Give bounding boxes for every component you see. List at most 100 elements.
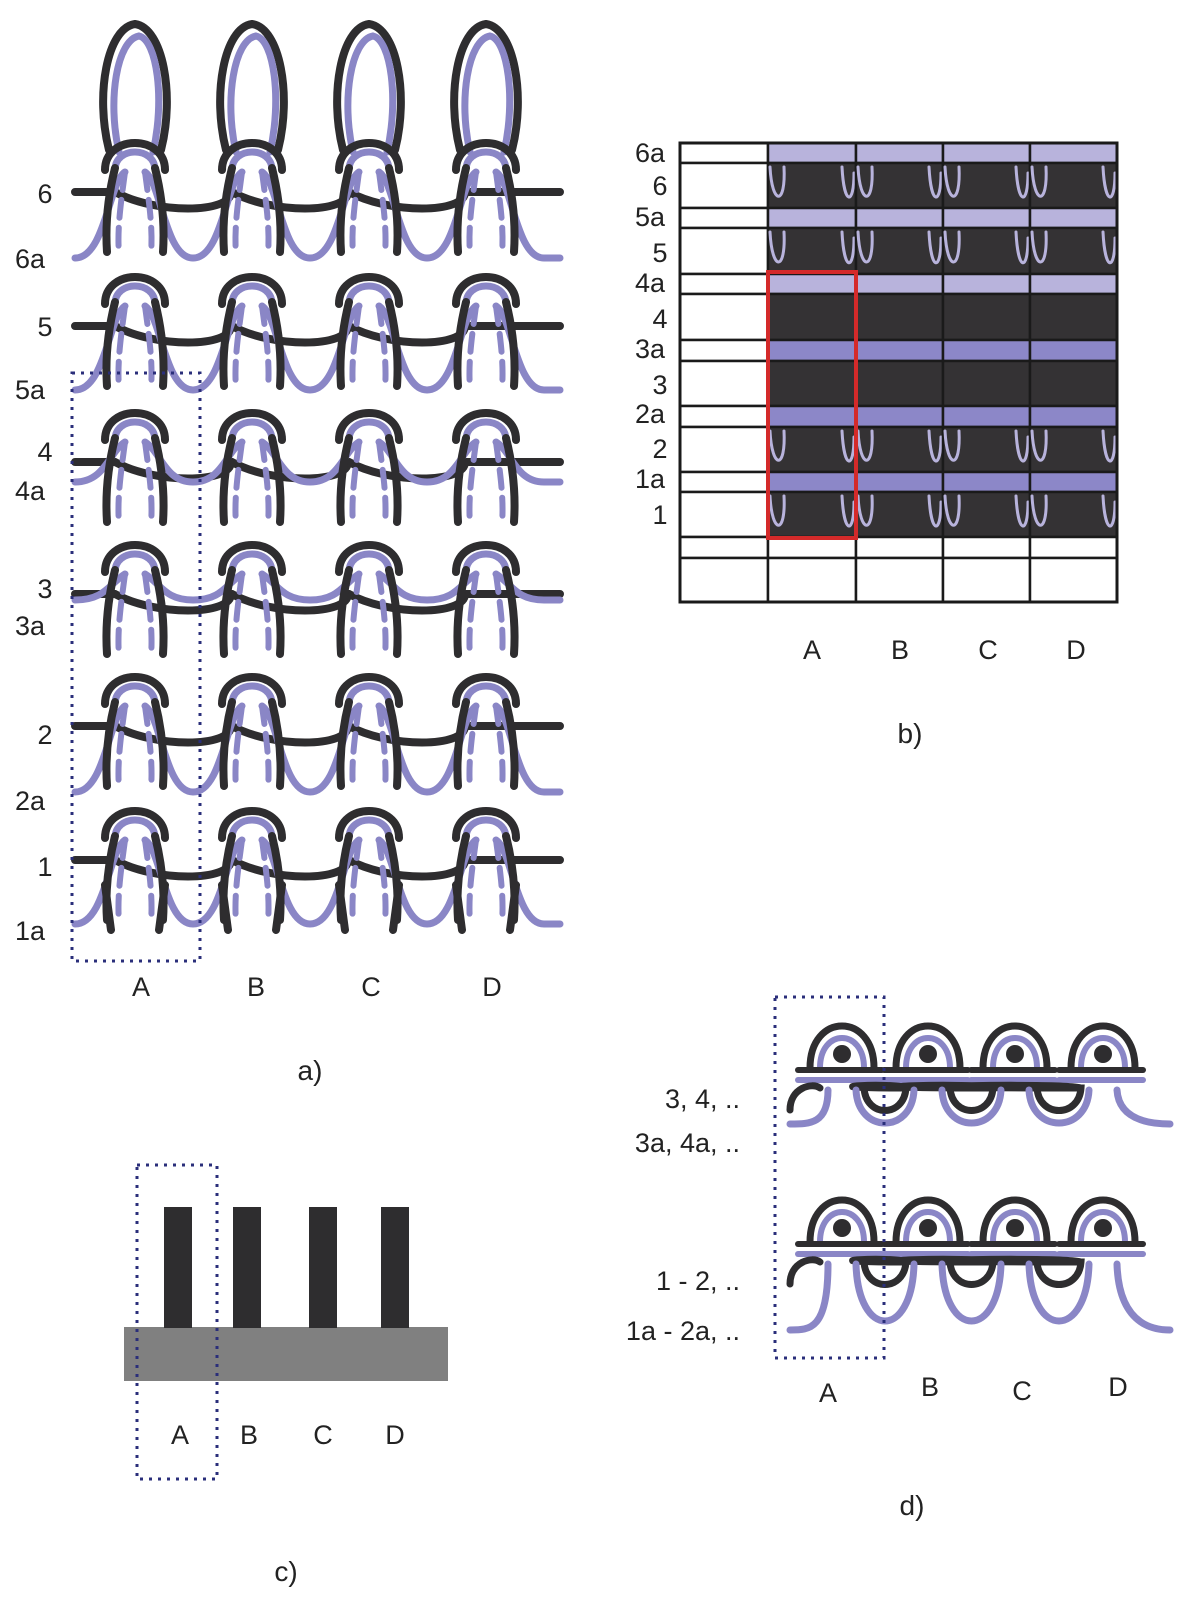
grid-cell (854, 272, 945, 296)
panel-a-row-label: 5 (37, 312, 52, 342)
grid-cell (678, 425, 770, 474)
holding-arc-lilac (1078, 1209, 1128, 1245)
panel-a-row-label: 3 (37, 574, 52, 604)
grid-cell (1028, 535, 1119, 560)
stitch-leg-dark (502, 298, 519, 390)
stitch-leg-lilac (376, 837, 389, 925)
stitch-leg-lilac (142, 439, 155, 527)
stitch-head-lilac (228, 550, 276, 576)
panel-d-row-label: 1a - 2a, .. (626, 1316, 740, 1346)
course-yarn-dark (71, 856, 564, 881)
grid-cell (941, 272, 1032, 296)
stitch-leg-dark (268, 298, 285, 390)
grid-cell (941, 338, 1032, 363)
stitch-leg-dark (502, 164, 519, 256)
holding-arc-lilac (903, 1035, 953, 1071)
stitch-leg-lilac (232, 303, 245, 391)
loop-symbol (1101, 230, 1117, 265)
loop-symbol (840, 165, 856, 199)
stitch-leg-lilac (349, 439, 362, 527)
holding-arc-lilac (990, 1035, 1040, 1071)
stitch-leg-dark (102, 434, 119, 526)
column-a-highlight-box (70, 371, 202, 963)
grid-cell (854, 141, 945, 165)
holding-arc-lilac (903, 1209, 953, 1245)
stitch-head-dark (335, 409, 403, 444)
needle (233, 1207, 261, 1328)
stitch-head-dark (101, 807, 169, 842)
stitch-head-dark (218, 541, 286, 576)
panel-d-column-label: A (819, 1378, 837, 1408)
bottom-leg-dark (506, 881, 520, 934)
panel-d-caption: d) (900, 1490, 925, 1521)
holding-arc-lilac (817, 1209, 867, 1245)
stitch-leg-dark (336, 434, 353, 526)
panel-a-row-label: 2 (37, 720, 52, 750)
stitch-leg-lilac (115, 703, 128, 791)
stitch-leg-dark (268, 434, 285, 526)
stitch-head-dark (452, 273, 520, 308)
stitch-leg-lilac (115, 169, 128, 257)
holding-arc-dark (806, 1022, 878, 1072)
course-yarn-dark (71, 590, 564, 615)
grid-cell (1028, 359, 1119, 408)
grid-cell (941, 292, 1032, 342)
stitch-leg-lilac (232, 837, 245, 925)
stitch-leg-lilac (349, 169, 362, 257)
panel-a-row-label: 6a (15, 244, 46, 274)
stitch-head-lilac (345, 682, 393, 708)
stitch-leg-dark (219, 298, 236, 390)
stitch-leg-dark (268, 566, 285, 658)
grid-cell (854, 338, 945, 363)
loop-symbol (1014, 429, 1030, 463)
stitch-leg-lilac (466, 703, 479, 791)
stitch-leg-lilac (259, 303, 272, 391)
loop-symbol (1101, 429, 1117, 463)
loop-symbol (1014, 230, 1030, 265)
panel-b-column-label: D (1066, 635, 1086, 665)
stitch-leg-dark (453, 164, 470, 256)
stitch-leg-lilac (349, 571, 362, 659)
stitch-leg-dark (336, 164, 353, 256)
grid-cell (678, 556, 770, 604)
stitch-head-lilac (228, 148, 276, 174)
grid-cell (854, 556, 945, 604)
stitch-leg-lilac (142, 169, 155, 257)
loop-symbol (1014, 165, 1030, 199)
panel-a-row-label: 4a (15, 476, 46, 506)
panel-d-row-label: 3a, 4a, .. (635, 1128, 740, 1158)
loop-symbol (943, 230, 961, 264)
grid-cell (766, 359, 858, 408)
grid-cell (1028, 292, 1119, 342)
course-yarn-dark (786, 1255, 1085, 1288)
loop-symbol (768, 429, 786, 462)
loop-symbol (927, 165, 943, 199)
grid-cell (766, 404, 858, 429)
grid-cell (1028, 556, 1119, 604)
course-yarn-dark (71, 322, 564, 347)
stitch-leg-lilac (115, 303, 128, 391)
stitch-leg-lilac (466, 439, 479, 527)
stitch-head-dark (335, 673, 403, 708)
loop-symbol (943, 429, 961, 462)
panel-c-caption: c) (274, 1556, 297, 1587)
loop-symbol (1030, 429, 1048, 462)
stitch-head-dark (452, 409, 520, 444)
stitch-leg-dark (102, 298, 119, 390)
stitch-head-dark (452, 673, 520, 708)
grid-cell (854, 206, 945, 230)
stitch-leg-dark (385, 164, 402, 256)
grid-border (678, 141, 1119, 604)
loop-symbol (840, 230, 856, 265)
grid-cell (941, 404, 1032, 429)
stitch-leg-lilac (232, 439, 245, 527)
panel-d-column-label: D (1108, 1372, 1128, 1402)
course-yarn-dark (71, 722, 564, 747)
grid-cell (941, 141, 1032, 165)
top-loop-lilac (227, 32, 280, 156)
top-loop-lilac (461, 32, 514, 156)
panel-b-row-label: 2a (635, 399, 666, 429)
grid-cell (678, 226, 770, 276)
grid-cell (1028, 141, 1119, 165)
